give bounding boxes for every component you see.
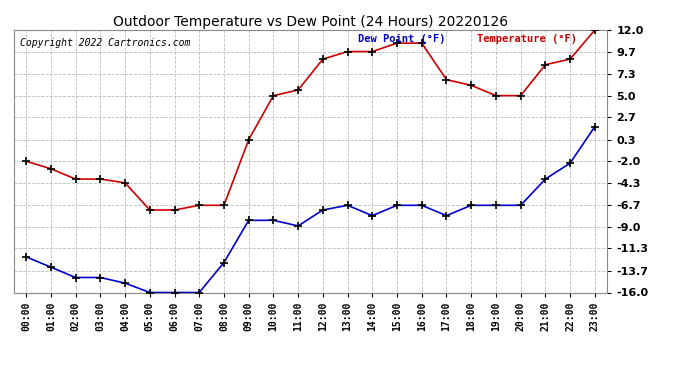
Text: Dew Point (°F): Dew Point (°F) [358, 34, 446, 44]
Text: Copyright 2022 Cartronics.com: Copyright 2022 Cartronics.com [20, 38, 190, 48]
Title: Outdoor Temperature vs Dew Point (24 Hours) 20220126: Outdoor Temperature vs Dew Point (24 Hou… [113, 15, 508, 29]
Text: Temperature (°F): Temperature (°F) [477, 34, 577, 44]
